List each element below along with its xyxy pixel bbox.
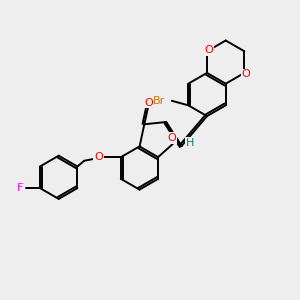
Text: F: F xyxy=(17,183,23,193)
Text: O: O xyxy=(94,152,103,162)
Text: O: O xyxy=(168,134,176,143)
Text: O: O xyxy=(144,98,153,107)
Text: Br: Br xyxy=(153,96,165,106)
Text: O: O xyxy=(242,69,250,80)
Text: H: H xyxy=(186,137,194,148)
Text: O: O xyxy=(204,45,213,55)
